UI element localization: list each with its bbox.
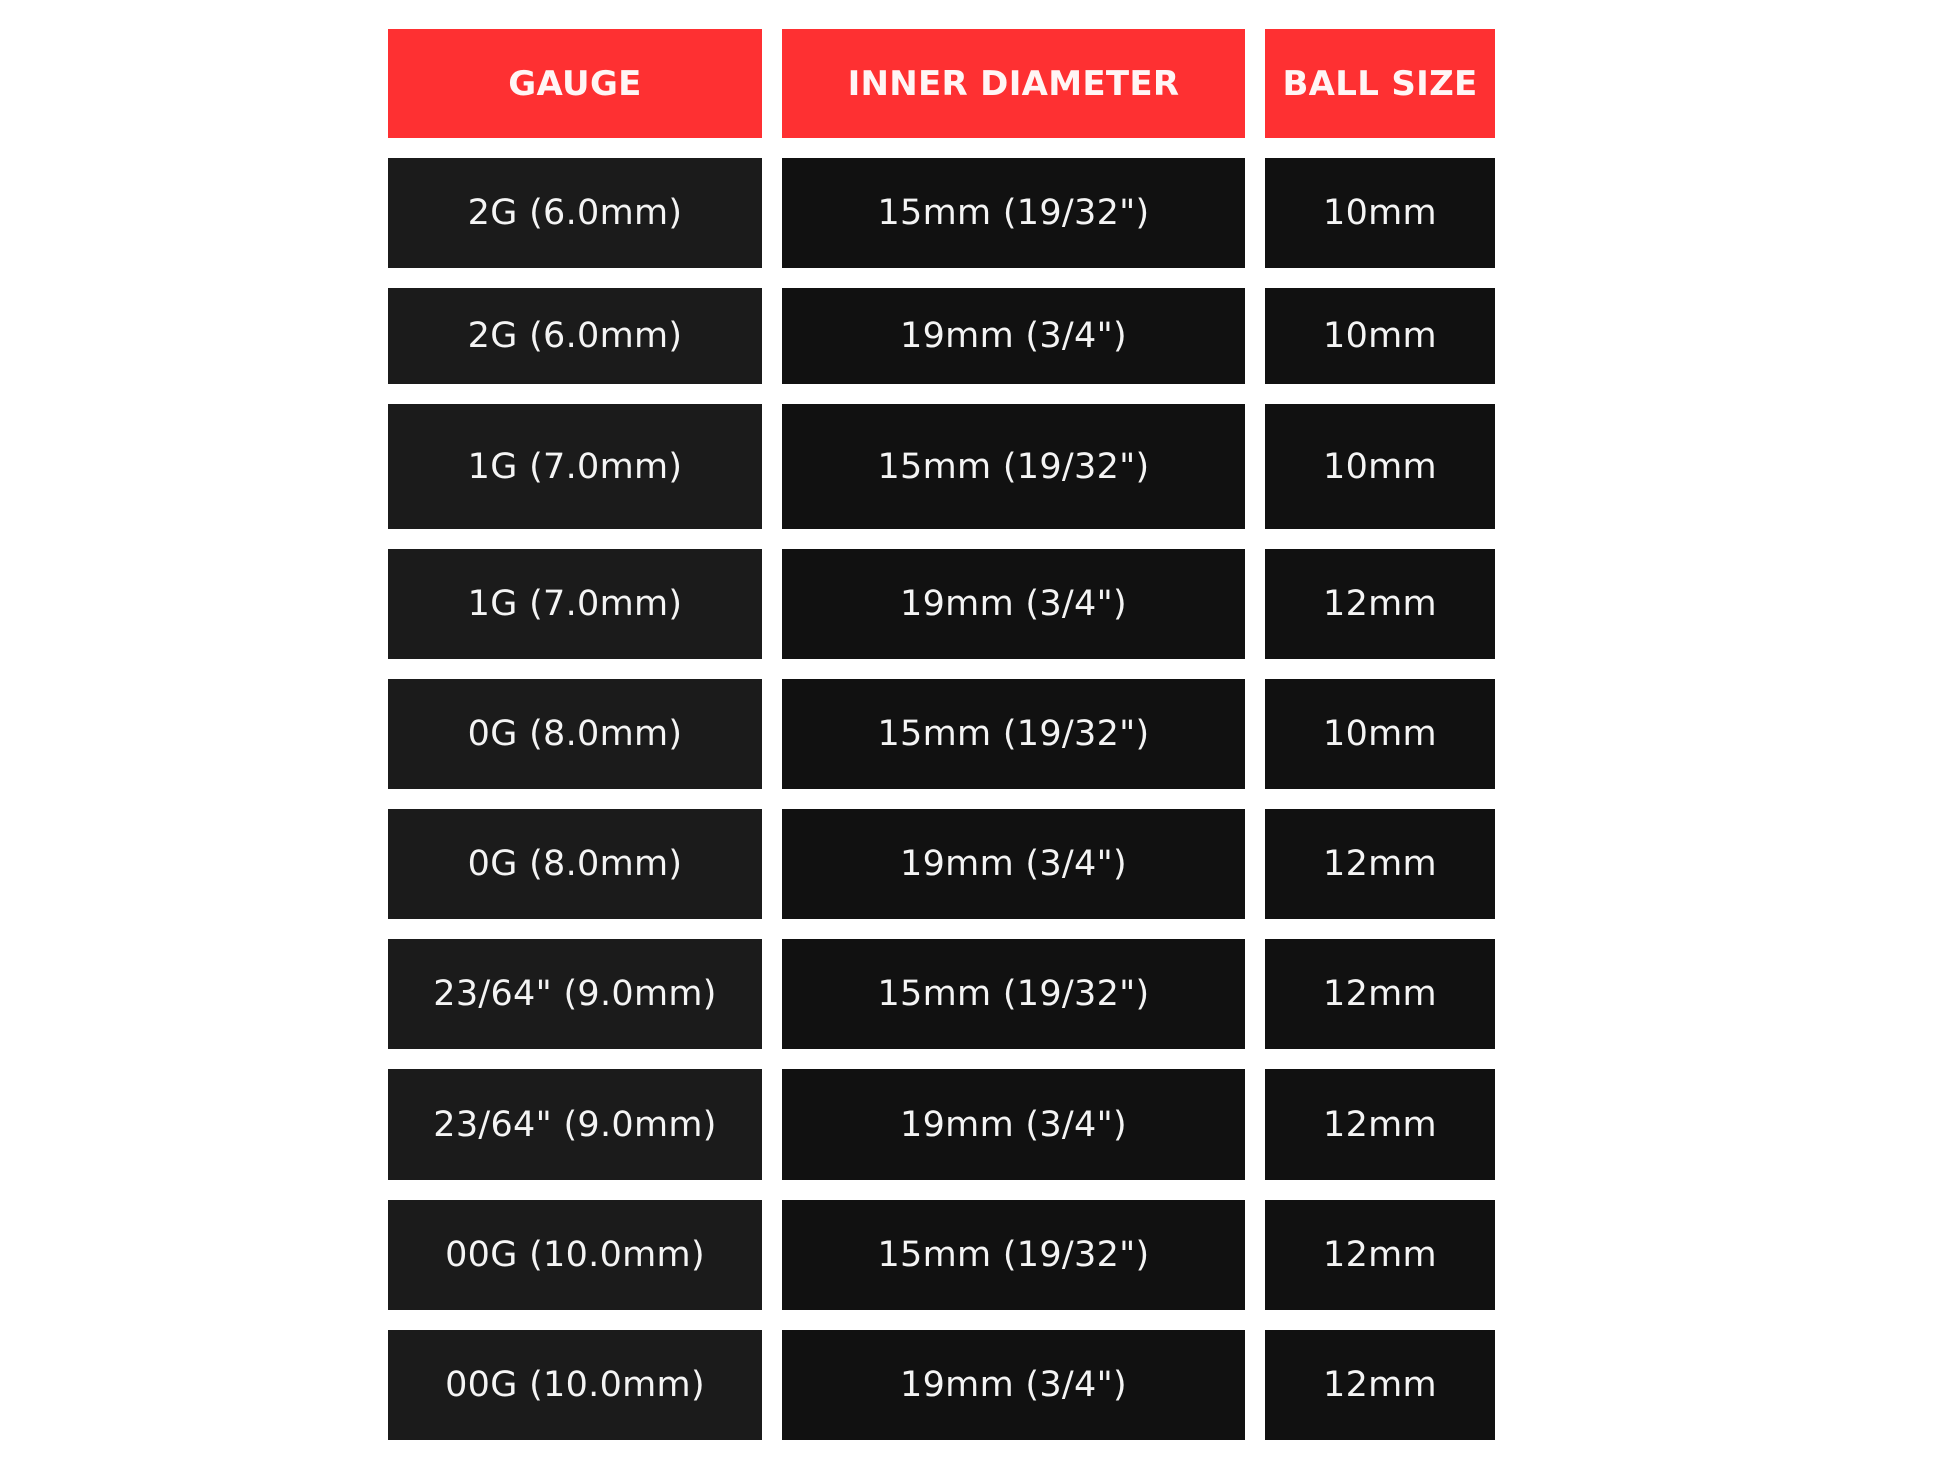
ball-size-cell: 10mm (1265, 158, 1495, 268)
inner-diameter-cell: 19mm (3/4") (782, 809, 1245, 919)
gauge-cell: 1G (7.0mm) (388, 549, 762, 659)
header-inner-diameter: INNER DIAMETER (782, 29, 1245, 138)
gauge-cell: 23/64" (9.0mm) (388, 1069, 762, 1180)
inner-diameter-cell: 15mm (19/32") (782, 404, 1245, 529)
gauge-cell: 2G (6.0mm) (388, 288, 762, 384)
inner-diameter-cell: 19mm (3/4") (782, 1069, 1245, 1180)
gauge-cell: 00G (10.0mm) (388, 1200, 762, 1310)
ball-size-cell: 12mm (1265, 939, 1495, 1049)
inner-diameter-cell: 15mm (19/32") (782, 158, 1245, 268)
inner-diameter-cell: 19mm (3/4") (782, 288, 1245, 384)
inner-diameter-cell: 15mm (19/32") (782, 679, 1245, 789)
inner-diameter-cell: 19mm (3/4") (782, 549, 1245, 659)
ball-size-cell: 12mm (1265, 809, 1495, 919)
ball-size-cell: 10mm (1265, 404, 1495, 529)
ball-size-cell: 12mm (1265, 549, 1495, 659)
ball-size-cell: 10mm (1265, 288, 1495, 384)
gauge-cell: 00G (10.0mm) (388, 1330, 762, 1440)
gauge-cell: 1G (7.0mm) (388, 404, 762, 529)
inner-diameter-cell: 15mm (19/32") (782, 939, 1245, 1049)
size-chart-table: GAUGE INNER DIAMETER BALL SIZE 2G (6.0mm… (388, 29, 1495, 1440)
ball-size-cell: 12mm (1265, 1200, 1495, 1310)
ball-size-cell: 10mm (1265, 679, 1495, 789)
gauge-cell: 0G (8.0mm) (388, 809, 762, 919)
ball-size-cell: 12mm (1265, 1069, 1495, 1180)
gauge-cell: 23/64" (9.0mm) (388, 939, 762, 1049)
header-gauge: GAUGE (388, 29, 762, 138)
ball-size-cell: 12mm (1265, 1330, 1495, 1440)
header-ball-size: BALL SIZE (1265, 29, 1495, 138)
gauge-cell: 0G (8.0mm) (388, 679, 762, 789)
inner-diameter-cell: 19mm (3/4") (782, 1330, 1245, 1440)
gauge-cell: 2G (6.0mm) (388, 158, 762, 268)
inner-diameter-cell: 15mm (19/32") (782, 1200, 1245, 1310)
